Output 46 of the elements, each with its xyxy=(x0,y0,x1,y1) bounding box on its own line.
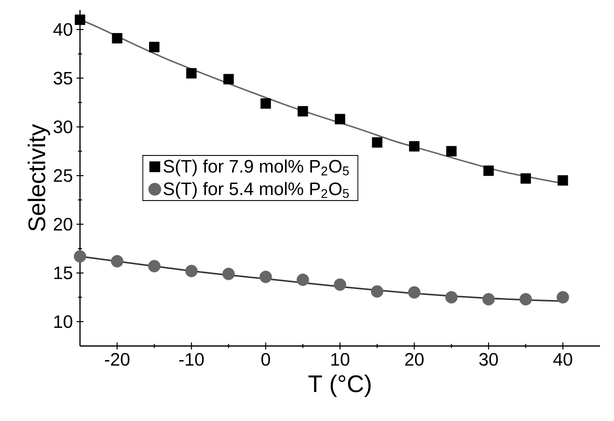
x-tick-label: 40 xyxy=(553,353,572,366)
point xyxy=(74,250,86,263)
point xyxy=(334,114,346,124)
point xyxy=(409,141,420,152)
y-tick-label: 10 xyxy=(54,315,72,328)
point xyxy=(520,173,531,184)
point xyxy=(408,286,420,299)
point xyxy=(446,146,457,156)
x-tick-label: 30 xyxy=(479,353,498,366)
point xyxy=(334,278,346,291)
y-tick-label: 25 xyxy=(54,169,72,182)
y-axis-title: Selectivity xyxy=(28,124,50,231)
point xyxy=(223,74,234,84)
point xyxy=(482,293,495,306)
y-tick-label: 15 xyxy=(54,266,72,280)
y-tick-label: 35 xyxy=(54,72,72,85)
point xyxy=(260,98,271,109)
y-tick-label: 30 xyxy=(54,120,72,134)
x-tick-label: -20 xyxy=(104,353,130,366)
point xyxy=(185,264,198,278)
point xyxy=(110,255,124,268)
point xyxy=(370,285,384,298)
point xyxy=(148,260,160,272)
point xyxy=(222,268,235,280)
point xyxy=(298,106,308,116)
point xyxy=(296,274,310,286)
point xyxy=(112,33,122,44)
x-axis-title: T (°C) xyxy=(308,374,371,398)
point xyxy=(149,42,160,52)
x-tick-label: 0 xyxy=(261,353,270,366)
legend-label: S(T) for 5.4 mol% P$_{2}$O$_{5}$ xyxy=(164,182,349,199)
x-tick-label: 10 xyxy=(331,353,350,366)
point xyxy=(556,291,570,304)
x-tick-label: -10 xyxy=(179,353,204,366)
point xyxy=(372,137,382,148)
point xyxy=(260,270,272,284)
point xyxy=(520,293,532,306)
point xyxy=(558,175,568,186)
x-tick-label: 20 xyxy=(405,353,424,366)
point xyxy=(483,165,494,176)
y-tick-label: 20 xyxy=(54,218,72,231)
legend-label: S(T) for 7.9 mol% P$_{2}$O$_{5}$ xyxy=(164,159,349,176)
point xyxy=(445,291,458,304)
y-tick-label: 40 xyxy=(53,23,72,36)
point xyxy=(74,14,86,25)
point xyxy=(186,68,197,79)
